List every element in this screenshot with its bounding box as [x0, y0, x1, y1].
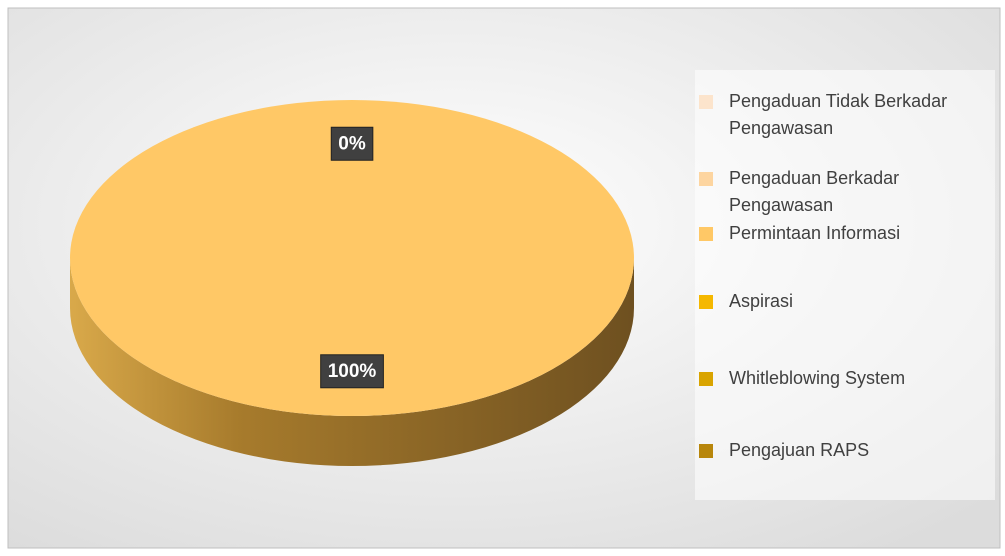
- legend-swatch: [699, 444, 713, 458]
- data-label: 0%: [338, 133, 366, 154]
- legend-swatch: [699, 295, 713, 309]
- legend-label: Permintaan Informasi: [729, 223, 901, 243]
- legend: Pengaduan Tidak Berkadar Pengawasan Penga…: [695, 70, 995, 500]
- legend-label: Whitleblowing System: [729, 368, 906, 388]
- data-label-group: 100%: [320, 354, 384, 389]
- legend-item: Pengajuan RAPS: [699, 437, 989, 464]
- data-label-box: [330, 126, 374, 161]
- legend-swatch: [699, 372, 713, 386]
- slice: [70, 100, 634, 416]
- data-label-box: [320, 354, 384, 389]
- data-label: 100%: [328, 361, 377, 382]
- slice-side: [70, 258, 634, 466]
- legend-label: Pengajuan RAPS: [729, 440, 870, 460]
- legend-label: Pengaduan Tidak Berkadar Pengawasan: [729, 91, 948, 138]
- legend-item: Permintaan Informasi: [699, 220, 989, 247]
- legend-item: Pengaduan Berkadar Pengawasan: [699, 165, 989, 219]
- legend-item: Pengaduan Tidak Berkadar Pengawasan: [699, 88, 989, 142]
- legend-swatch: [699, 227, 713, 241]
- legend-item: Aspirasi: [699, 288, 989, 315]
- legend-swatch: [699, 172, 713, 186]
- legend-swatch: [699, 95, 713, 109]
- data-label-group: 0%: [330, 126, 374, 161]
- legend-item: Whitleblowing System: [699, 365, 989, 392]
- legend-label: Aspirasi: [729, 291, 794, 311]
- legend-label: Pengaduan Berkadar Pengawasan: [729, 168, 900, 215]
